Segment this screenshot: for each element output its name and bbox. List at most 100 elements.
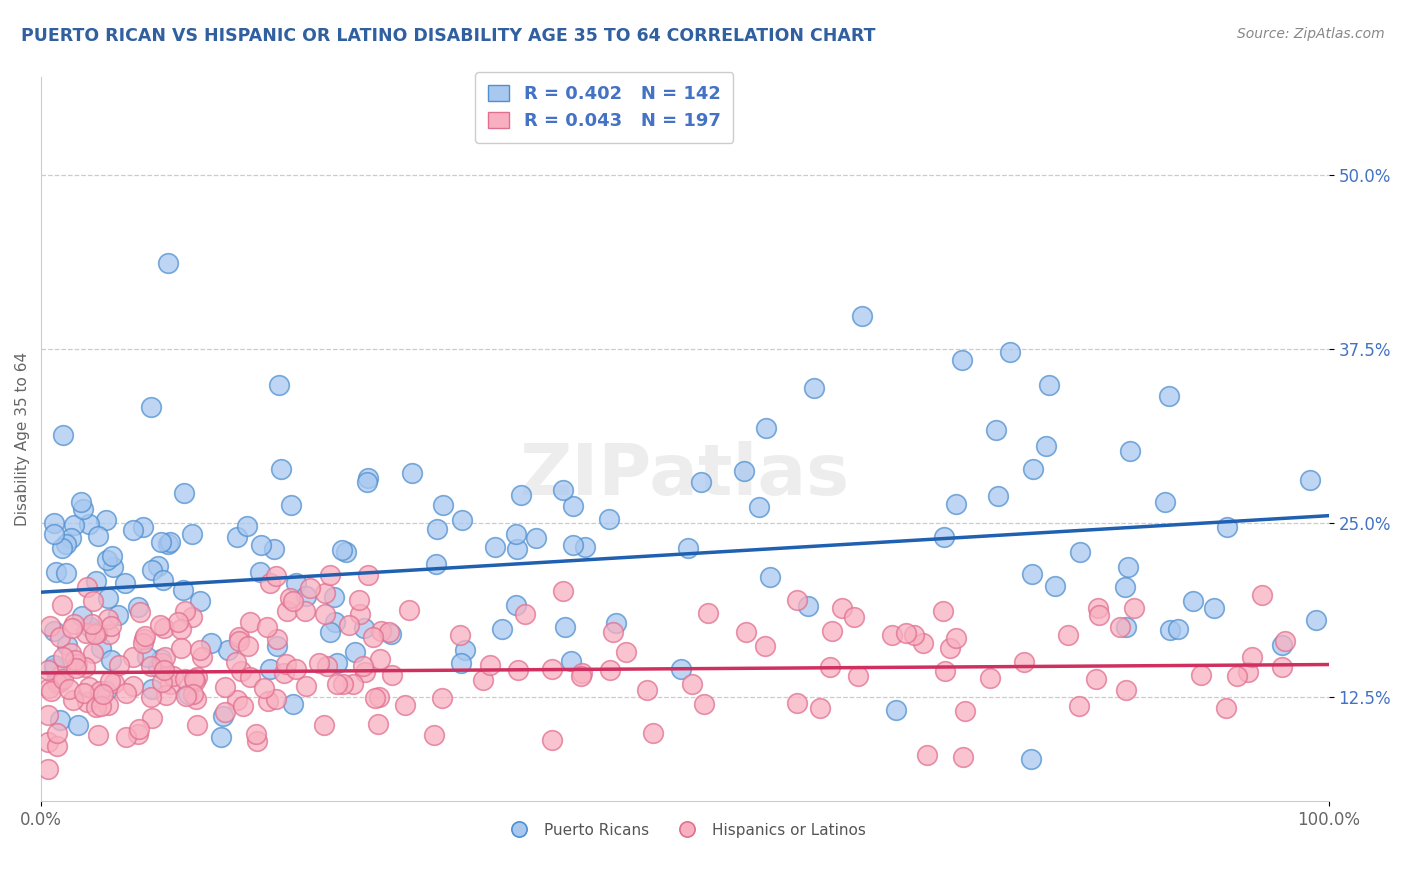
Point [49, 714, 72, 728]
Point [212, 708, 235, 723]
Point [786, 592, 808, 607]
Point [45, 565, 67, 579]
Point [934, 664, 956, 678]
Point [426, 522, 449, 536]
Point [450, 628, 472, 642]
Point [225, 693, 247, 707]
Point [484, 540, 506, 554]
Point [55, 566, 77, 580]
Point [1114, 580, 1136, 594]
Point [339, 617, 361, 632]
Point [1012, 656, 1035, 670]
Point [245, 734, 267, 748]
Point [65, 657, 87, 671]
Point [669, 662, 692, 676]
Point [357, 471, 380, 485]
Point [932, 531, 955, 545]
Point [156, 256, 179, 270]
Point [394, 698, 416, 712]
Point [326, 677, 349, 691]
Point [755, 421, 778, 435]
Point [361, 630, 384, 644]
Point [352, 659, 374, 673]
Point [1109, 620, 1132, 634]
Point [1115, 682, 1137, 697]
Point [45, 726, 67, 740]
Point [159, 534, 181, 549]
Point [264, 569, 287, 583]
Point [226, 530, 249, 544]
Point [225, 655, 247, 669]
Point [295, 679, 318, 693]
Point [884, 703, 907, 717]
Point [63, 653, 86, 667]
Point [851, 310, 873, 324]
Text: Source: ZipAtlas.com: Source: ZipAtlas.com [1237, 27, 1385, 41]
Point [42, 661, 65, 675]
Point [432, 498, 454, 512]
Point [69, 495, 91, 509]
Point [86, 529, 108, 543]
Point [82, 617, 104, 632]
Point [139, 659, 162, 673]
Point [37, 734, 59, 748]
Point [1271, 660, 1294, 674]
Point [236, 640, 259, 654]
Point [121, 650, 143, 665]
Point [146, 559, 169, 574]
Y-axis label: Disability Age 35 to 64: Disability Age 35 to 64 [15, 352, 30, 526]
Point [472, 673, 495, 688]
Point [308, 656, 330, 670]
Point [75, 625, 97, 640]
Point [79, 517, 101, 532]
Point [101, 560, 124, 574]
Point [491, 623, 513, 637]
Point [364, 691, 387, 706]
Point [939, 641, 962, 656]
Point [602, 624, 624, 639]
Point [153, 663, 176, 677]
Point [146, 659, 169, 673]
Point [141, 563, 163, 577]
Point [1043, 580, 1066, 594]
Text: ZIPatlas: ZIPatlas [520, 441, 851, 510]
Point [228, 634, 250, 648]
Point [84, 624, 107, 638]
Point [314, 607, 336, 621]
Point [150, 535, 173, 549]
Point [39, 619, 62, 633]
Point [152, 621, 174, 635]
Point [141, 681, 163, 696]
Point [1085, 673, 1108, 687]
Point [127, 599, 149, 614]
Point [636, 683, 658, 698]
Point [186, 691, 208, 706]
Point [354, 665, 377, 679]
Point [45, 673, 67, 688]
Point [52, 650, 75, 665]
Point [1087, 607, 1109, 622]
Point [181, 687, 204, 701]
Point [173, 604, 195, 618]
Point [326, 657, 349, 671]
Point [330, 542, 353, 557]
Point [754, 639, 776, 653]
Point [107, 607, 129, 622]
Point [132, 632, 155, 646]
Point [141, 711, 163, 725]
Point [1305, 614, 1327, 628]
Point [84, 627, 107, 641]
Point [748, 500, 770, 515]
Point [170, 640, 193, 655]
Point [214, 705, 236, 719]
Point [381, 668, 404, 682]
Point [170, 622, 193, 636]
Point [323, 615, 346, 629]
Point [1069, 544, 1091, 558]
Point [298, 582, 321, 596]
Point [101, 549, 124, 563]
Point [524, 531, 547, 545]
Point [100, 619, 122, 633]
Point [1019, 752, 1042, 766]
Point [323, 590, 346, 604]
